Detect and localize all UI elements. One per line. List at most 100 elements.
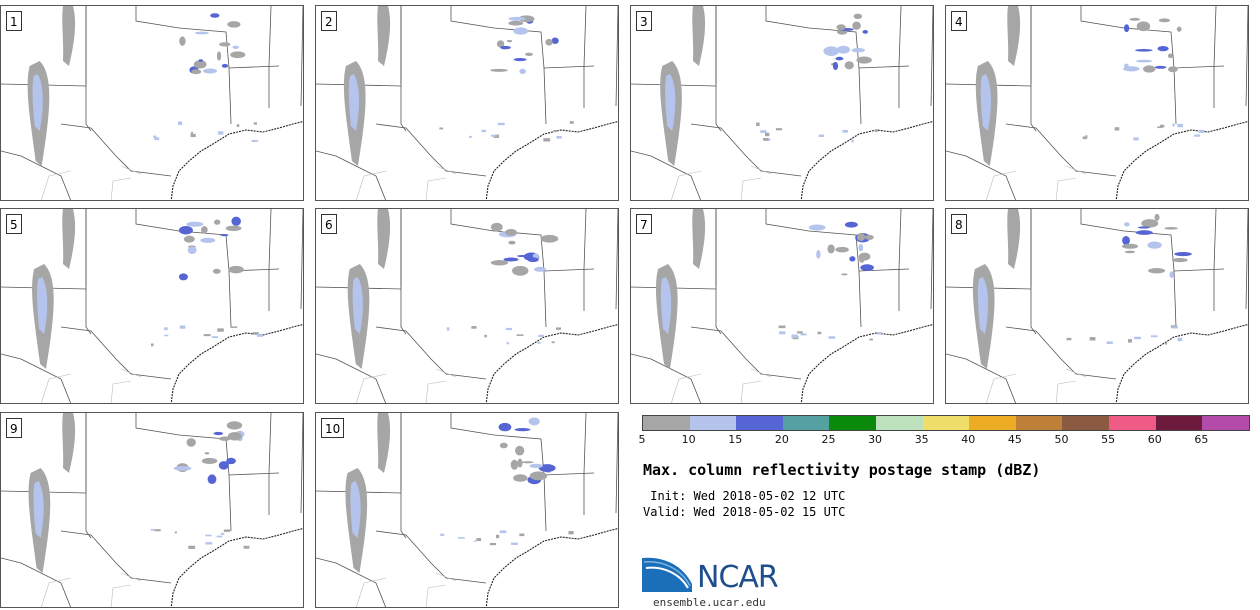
echo-cell — [154, 529, 161, 532]
state-boundary — [228, 270, 232, 328]
state-boundary — [268, 413, 272, 515]
logo-wordmark: NCAR — [697, 560, 779, 595]
echo-cell — [496, 40, 505, 48]
echo-cell — [1159, 124, 1165, 128]
echo-cell — [496, 534, 500, 539]
echo-cell — [876, 332, 882, 335]
echo-band-north — [62, 413, 76, 473]
echo-cell — [223, 529, 231, 532]
state-boundary — [1245, 6, 1248, 107]
state-boundary — [228, 67, 232, 125]
colorbar-tick-label: 50 — [1054, 433, 1069, 446]
state-boundary — [715, 289, 722, 335]
state-boundary — [615, 6, 618, 107]
state-boundary — [1, 150, 72, 200]
state-boundary — [300, 6, 303, 107]
echo-cell — [1164, 227, 1178, 230]
echo-cell — [540, 234, 559, 243]
echo-cell — [852, 21, 861, 30]
echo-cell — [518, 15, 535, 23]
state-boundary — [1173, 270, 1177, 328]
echo-cell — [756, 122, 760, 126]
state-boundary — [690, 123, 802, 177]
echo-core-west — [665, 74, 676, 131]
echo-cell — [457, 537, 465, 539]
state-boundary — [583, 6, 587, 108]
echo-cell — [251, 139, 259, 142]
county-boundary — [41, 165, 142, 200]
reflectivity-map — [1, 413, 303, 607]
echo-cell — [1124, 63, 1129, 69]
stamp-panel-1: 1 — [0, 5, 304, 201]
colorbar-ticks: 5 10 15 20 25 30 35 40 45 50 55 60 65 — [639, 433, 1248, 447]
echo-cell — [490, 260, 509, 266]
state-boundary — [375, 530, 487, 584]
echo-cell — [1121, 243, 1139, 249]
echo-cell — [529, 463, 543, 469]
state-boundary — [300, 413, 303, 514]
echo-cell — [230, 326, 238, 328]
colorbar-tick-label: 45 — [1007, 433, 1022, 446]
echo-cell — [1150, 335, 1158, 338]
echo-cell — [765, 132, 770, 137]
state-boundary — [543, 474, 547, 532]
colorbar-segment — [829, 416, 877, 430]
echo-cell — [164, 334, 169, 337]
echo-cell — [1114, 127, 1120, 131]
panel-label: 2 — [321, 11, 337, 31]
echo-cell — [1134, 48, 1153, 52]
echo-cell — [164, 327, 168, 331]
gulf-coastline — [485, 323, 618, 403]
echo-cell — [844, 61, 854, 70]
echo-cell — [816, 249, 821, 259]
echo-cell — [200, 237, 216, 243]
echo-cell — [1176, 26, 1182, 32]
echo-core-west — [33, 481, 44, 538]
echo-cell — [256, 333, 263, 337]
echo-cell — [864, 234, 874, 240]
echo-cell — [205, 534, 212, 537]
state-boundary — [690, 326, 802, 380]
echo-cell — [503, 257, 519, 262]
echo-cell — [499, 530, 507, 534]
init-time: Init: Wed 2018-05-02 12 UTC — [643, 489, 846, 503]
state-boundary — [316, 557, 387, 607]
figure-title: Max. column reflectivity postage stamp (… — [643, 461, 1041, 479]
echo-cell — [440, 533, 445, 537]
echo-cell — [836, 45, 851, 54]
state-boundary — [898, 6, 902, 108]
echo-cell — [828, 336, 836, 339]
ncar-logo-icon — [642, 557, 692, 592]
state-boundary — [858, 270, 862, 328]
echo-cell — [506, 342, 510, 345]
echo-cell — [508, 16, 526, 21]
echo-cell — [219, 436, 231, 441]
echo-band-north — [692, 6, 706, 66]
echo-cell — [1085, 135, 1088, 139]
state-boundary — [400, 493, 407, 539]
echo-cell — [513, 27, 529, 35]
echo-cell — [1082, 136, 1087, 140]
echo-cell — [1136, 21, 1151, 32]
echo-cell — [194, 31, 209, 35]
echo-cell — [481, 129, 486, 133]
echo-cell — [173, 466, 192, 471]
colorbar-segment — [1015, 416, 1063, 430]
echo-cell — [1154, 213, 1160, 221]
echo-cell — [204, 452, 210, 455]
echo-cell — [225, 225, 242, 232]
state-boundary — [1080, 209, 1225, 272]
echo-cell — [217, 131, 224, 135]
valid-time: Valid: Wed 2018-05-02 15 UTC — [643, 505, 846, 519]
echo-core-west — [980, 74, 991, 131]
state-boundary — [543, 270, 547, 328]
echo-cell — [491, 134, 497, 137]
echo-cell — [198, 59, 203, 62]
county-boundary — [41, 572, 142, 607]
echo-cell — [869, 338, 873, 341]
echo-cell — [508, 20, 524, 26]
echo-cell — [151, 343, 154, 347]
colorbar-tick-label: 10 — [681, 433, 696, 446]
echo-cell — [1124, 250, 1136, 254]
echo-cell — [856, 233, 866, 242]
